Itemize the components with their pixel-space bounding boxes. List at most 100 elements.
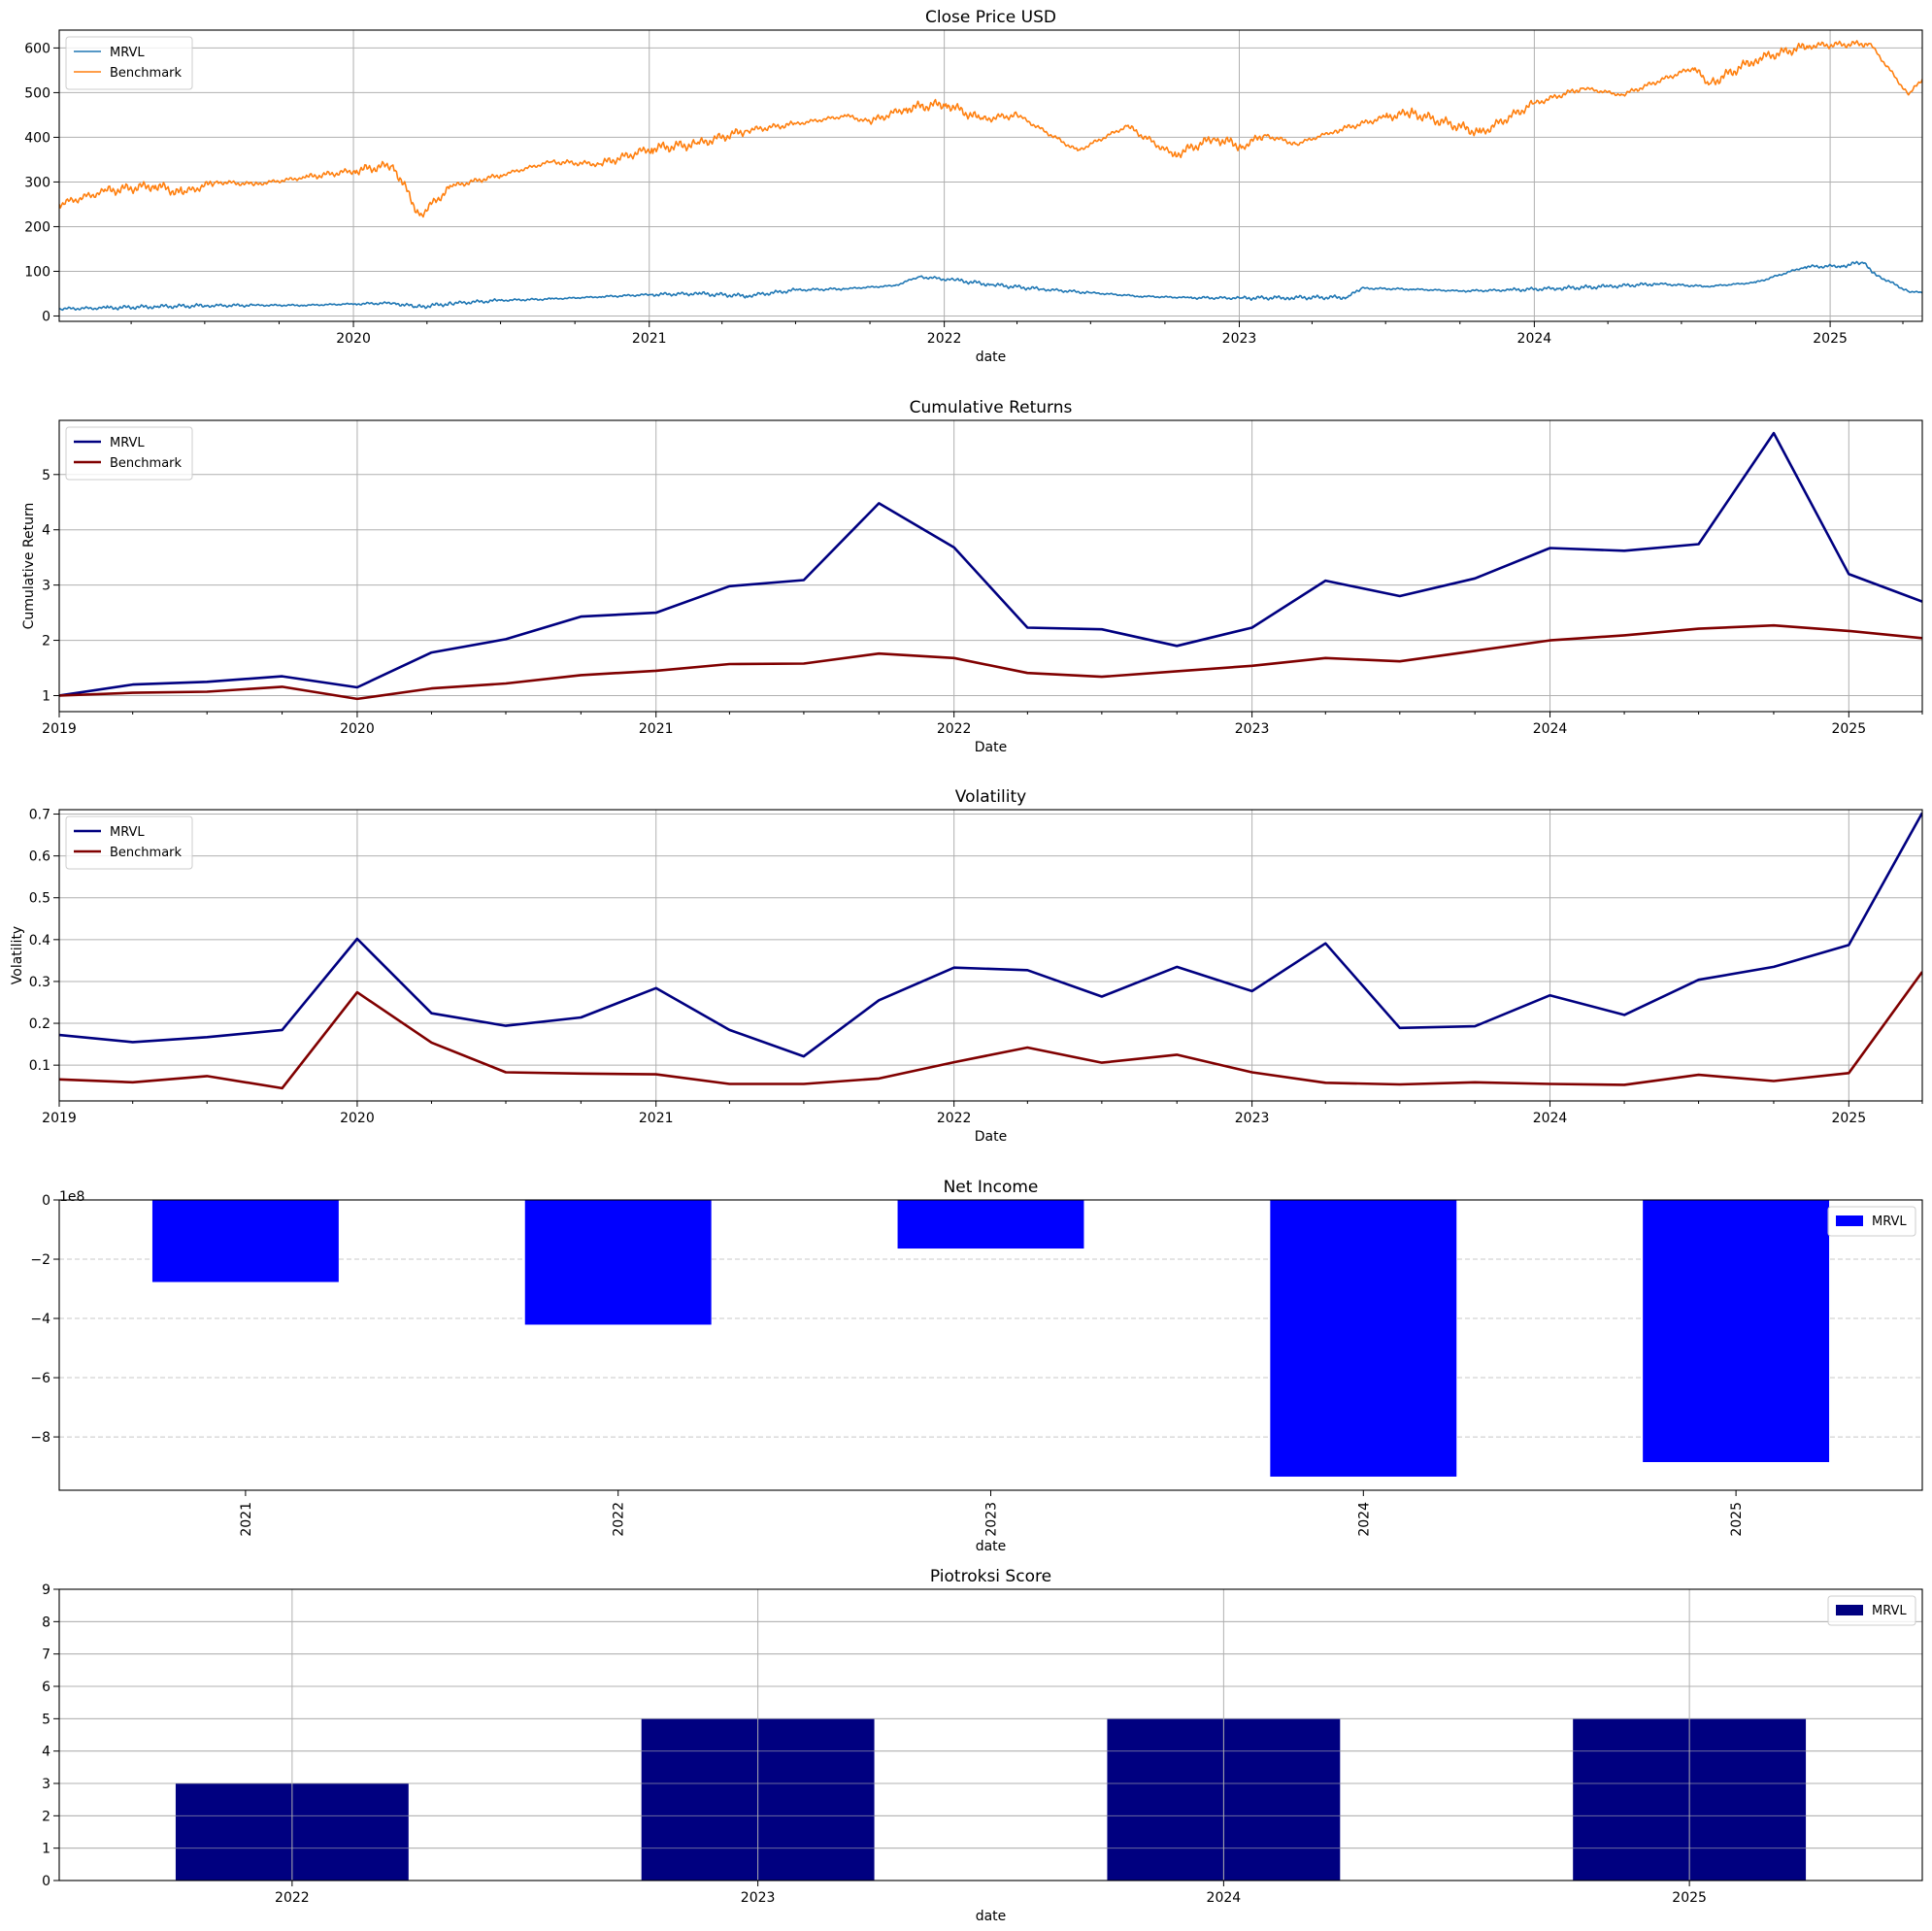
x-tick-label: 2025 — [1813, 331, 1848, 347]
chart-title: Net Income — [944, 1178, 1039, 1197]
y-axis-label: Volatility — [10, 926, 25, 984]
x-tick-label: 2023 — [1235, 1111, 1270, 1126]
chart-panel-4: 2021 2022 2023 2024 2025 0 −2 −4 −6 −8 1e8 Net Inco… — [30, 1178, 1923, 1554]
y-tick-label: 4 — [42, 523, 50, 539]
series-line-mrvl — [59, 260, 1922, 312]
x-tick-label: 2022 — [937, 721, 972, 737]
y-tick-label: 2 — [42, 1809, 50, 1824]
legend: MRVL Benchmark — [65, 36, 193, 90]
y-tick-label: −6 — [30, 1371, 50, 1386]
chart-title: Volatility — [955, 787, 1026, 807]
x-tick-label: 2024 — [1517, 331, 1552, 347]
x-tick-label: 2021 — [632, 331, 667, 347]
legend-label: Benchmark — [110, 66, 183, 81]
y-tick-label: 0.3 — [29, 975, 50, 990]
plot-frame — [58, 1588, 1923, 1881]
chart-title: Piotroksi Score — [930, 1567, 1051, 1586]
chart-panel-5: 2022 2023 2024 2025 0 1 2 3 4 5 6 7 8 9 Piotroksi Scor… — [42, 1567, 1923, 1924]
y-tick-label: 0.1 — [29, 1058, 50, 1074]
x-tick-label: 2021 — [639, 721, 674, 737]
x-tick-label: 2023 — [1235, 721, 1270, 737]
axis-offset-label: 1e8 — [59, 1189, 84, 1205]
x-axis-label: Date — [975, 1129, 1007, 1145]
y-tick-label: 6 — [42, 1680, 50, 1695]
x-tick-label: 2023 — [741, 1890, 776, 1906]
bar-2023 — [897, 1200, 1084, 1249]
legend-label: MRVL — [110, 46, 145, 60]
y-axis-label: Cumulative Return — [21, 503, 37, 630]
x-tick-label: 2024 — [1533, 721, 1568, 737]
x-tick-label: 2025 — [1831, 1111, 1866, 1126]
bar-2024 — [1270, 1200, 1457, 1477]
legend-label: Benchmark — [110, 846, 183, 860]
plot-frame — [58, 809, 1923, 1102]
legend-box — [65, 816, 193, 870]
y-tick-label: 0 — [42, 309, 50, 324]
x-axis-label: date — [976, 350, 1007, 365]
x-tick-label: 2024 — [1207, 1890, 1242, 1906]
y-tick-label: 200 — [24, 219, 50, 235]
series-line-mrvl — [59, 431, 1922, 697]
legend-box — [1827, 1595, 1916, 1626]
x-tick-label: 2024 — [1356, 1502, 1372, 1537]
series-line-mrvl — [59, 812, 1922, 1058]
bar-2021 — [151, 1200, 339, 1282]
x-tick-label: 2021 — [239, 1502, 254, 1537]
y-tick-label: 0.7 — [29, 808, 50, 823]
chart-title: Cumulative Returns — [910, 398, 1073, 417]
y-tick-label: 500 — [24, 85, 50, 101]
x-tick-label: 2021 — [639, 1111, 674, 1126]
y-tick-label: 0.6 — [29, 849, 50, 865]
y-tick-label: 0.5 — [29, 891, 50, 907]
legend-label: Benchmark — [110, 456, 183, 471]
y-tick-label: 5 — [42, 1712, 50, 1727]
legend-label: MRVL — [1872, 1215, 1907, 1229]
y-tick-label: −8 — [30, 1430, 50, 1446]
legend: MRVL — [1827, 1595, 1916, 1626]
x-tick-label: 2022 — [937, 1111, 972, 1126]
y-tick-label: 0.2 — [29, 1016, 50, 1032]
y-tick-label: 7 — [42, 1648, 50, 1663]
series-line-benchmark — [59, 40, 1922, 218]
legend-label: MRVL — [110, 436, 145, 450]
series-line-benchmark — [59, 971, 1922, 1090]
y-tick-label: 3 — [42, 1777, 50, 1792]
y-tick-label: 1 — [42, 1842, 50, 1857]
x-axis-label: date — [976, 1909, 1007, 1924]
y-tick-label: 0 — [42, 1193, 50, 1209]
legend-box — [65, 36, 193, 90]
y-tick-label: 100 — [24, 264, 50, 280]
y-tick-label: 4 — [42, 1745, 50, 1760]
x-tick-label: 2022 — [927, 331, 962, 347]
x-tick-label: 2020 — [340, 721, 375, 737]
x-tick-label: 2020 — [340, 1111, 375, 1126]
legend-label: MRVL — [1872, 1604, 1907, 1618]
legend: MRVL Benchmark — [65, 816, 193, 870]
bar-2022 — [524, 1200, 712, 1325]
x-tick-label: 2022 — [612, 1502, 627, 1537]
x-tick-label: 2023 — [984, 1502, 1000, 1537]
x-tick-label: 2025 — [1672, 1890, 1707, 1906]
y-tick-label: 300 — [24, 175, 50, 190]
legend-box — [65, 426, 193, 481]
legend-box — [1827, 1206, 1916, 1237]
y-tick-label: 9 — [42, 1582, 50, 1598]
bar-2025 — [1643, 1200, 1830, 1463]
legend-swatch-mrvl — [1836, 1215, 1863, 1226]
x-tick-label: 2025 — [1831, 721, 1866, 737]
legend: MRVL — [1827, 1206, 1916, 1237]
x-tick-label: 2019 — [42, 721, 77, 737]
chart-panel-3: 2019 2020 2021 2022 2023 2024 2025 0.1 0.2 0.3 0.4… — [10, 787, 1923, 1145]
x-tick-label: 2019 — [42, 1111, 77, 1126]
plot-frame — [58, 419, 1923, 713]
y-tick-label: 0.4 — [29, 933, 50, 949]
x-axis-label: Date — [975, 740, 1007, 755]
legend-swatch-mrvl — [1836, 1605, 1863, 1615]
legend-label: MRVL — [110, 825, 145, 840]
chart-panel-2: 2019 2020 2021 2022 2023 2024 2025 1 2 3 4 5 Cumulat… — [21, 398, 1923, 755]
x-tick-label: 2022 — [275, 1890, 310, 1906]
y-tick-label: 8 — [42, 1615, 50, 1630]
y-tick-label: 1 — [42, 688, 50, 704]
legend: MRVL Benchmark — [65, 426, 193, 481]
